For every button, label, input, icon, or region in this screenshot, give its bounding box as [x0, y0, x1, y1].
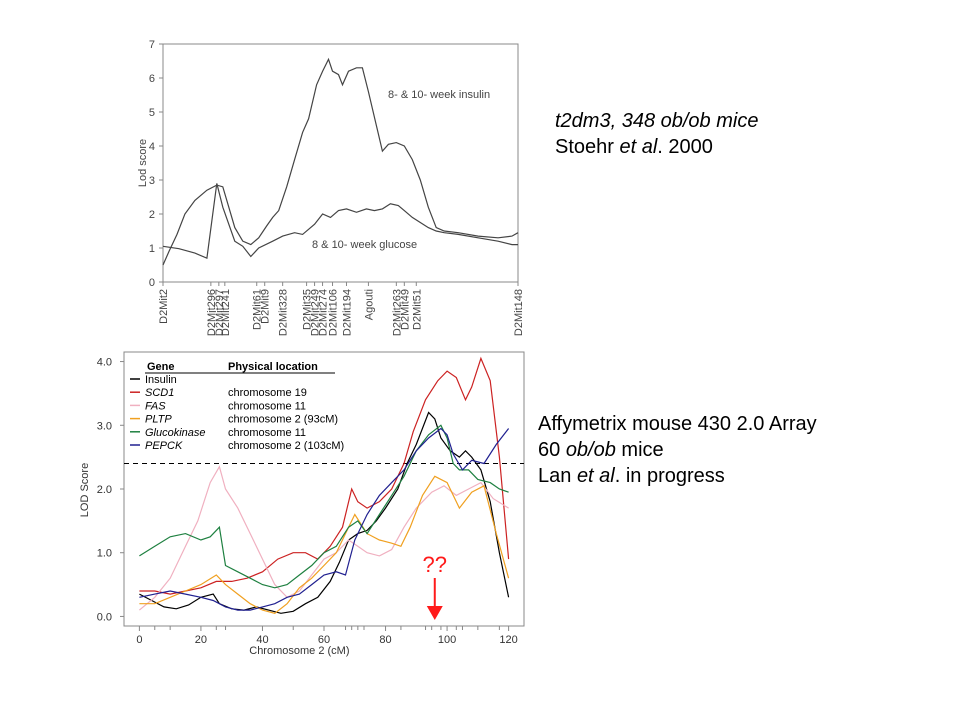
- bottom-xtick-label-80: 80: [379, 634, 391, 646]
- bottom-xtick-label-60: 60: [318, 634, 330, 646]
- top-xtick-label-D2Mit194: D2Mit194: [342, 289, 354, 336]
- legend-location-glucokinase: chromosome 11: [228, 427, 306, 439]
- bottom-plot-frame: [123, 351, 525, 627]
- bottom-series-fas-line: [139, 465, 509, 611]
- annotation-question-marks: ??: [423, 552, 447, 577]
- top-xtick-label-D2Mit296: D2Mit296: [206, 289, 218, 336]
- bottom-xtick-label-120: 120: [499, 634, 517, 646]
- legend-gene-scd1: SCD1: [145, 387, 174, 399]
- bottom-ytick-label-2.0: 2.0: [97, 484, 112, 496]
- legend-gene-insulin: Insulin: [145, 374, 177, 386]
- bottom-series-pltp-line: [139, 475, 510, 614]
- bottom-series-pepck-line: [139, 427, 510, 611]
- top-ytick-label-4: 4: [149, 141, 155, 153]
- legend-gene-pltp: PLTP: [145, 414, 172, 426]
- legend-gene-header: Gene: [147, 361, 175, 373]
- legend-gene-fas: FAS: [145, 400, 166, 412]
- top-ytick-label-2: 2: [149, 209, 155, 221]
- legend-location-scd1: chromosome 19: [228, 387, 307, 399]
- top-plot-frame: [162, 43, 519, 283]
- top-xtick-label-D2Mit61: D2Mit61: [252, 289, 264, 330]
- legend-gene-glucokinase: Glucokinase: [145, 427, 206, 439]
- top-xtick-label-D2Mit106: D2Mit106: [328, 289, 340, 336]
- bottom-series-glucokinase-line: [139, 424, 509, 589]
- bottom-ytick-label-4.0: 4.0: [97, 357, 112, 369]
- caption-top-line2: Stoehr et al. 2000: [555, 136, 713, 158]
- top-xtick-label-D2Mit241: D2Mit241: [220, 289, 232, 336]
- top-series-insulin-line: [162, 57, 519, 266]
- bottom-series-scd1-line: [139, 356, 510, 595]
- legend-location-header: Physical location: [228, 361, 318, 373]
- top-ytick-label-6: 6: [149, 73, 155, 85]
- bottom-xtick-label-0: 0: [136, 634, 142, 646]
- bottom-xtick-label-100: 100: [438, 634, 456, 646]
- caption-bottom-line1: Affymetrix mouse 430 2.0 Array: [538, 413, 817, 435]
- bottom-ytick-label-1.0: 1.0: [97, 548, 112, 560]
- top-xtick-label-D2Mit274: D2Mit274: [318, 289, 330, 336]
- top-xtick-label-D2Mit35: D2Mit35: [302, 289, 314, 330]
- legend-location-pepck: chromosome 2 (103cM): [228, 440, 344, 452]
- top-series-label-insulin: 8- & 10- week insulin: [388, 89, 490, 101]
- caption-top: t2dm3, 348 ob/ob mice Stoehr et al. 2000: [555, 108, 758, 160]
- legend-gene-pepck: PEPCK: [145, 440, 183, 452]
- caption-bottom-line2: 60 ob/ob mice: [538, 439, 664, 461]
- top-ytick-label-3: 3: [149, 175, 155, 187]
- top-xtick-label-D2Mit297: D2Mit297: [214, 289, 226, 336]
- top-xtick-label-D2Mit51: D2Mit51: [411, 289, 423, 330]
- top-ytick-label-1: 1: [149, 243, 155, 255]
- top-xtick-label-D2Mit9: D2Mit9: [260, 289, 272, 324]
- bottom-ytick-label-0.0: 0.0: [97, 611, 112, 623]
- top-xtick-label-D2Mit2: D2Mit2: [158, 289, 170, 324]
- bottom-ylabel: LOD Score: [79, 463, 91, 517]
- top-series-label-glucose: 8 & 10- week glucose: [312, 239, 417, 251]
- caption-bottom-line3: Lan et al. in progress: [538, 465, 725, 487]
- legend-location-pltp: chromosome 2 (93cM): [228, 414, 338, 426]
- caption-bottom: Affymetrix mouse 430 2.0 Array 60 ob/ob …: [538, 411, 817, 489]
- bottom-xtick-label-40: 40: [256, 634, 268, 646]
- top-ytick-label-5: 5: [149, 107, 155, 119]
- bottom-xlabel: Chromosome 2 (cM): [249, 645, 349, 657]
- top-xtick-label-Agouti: Agouti: [363, 289, 375, 320]
- top-xtick-label-D2Mit49: D2Mit49: [399, 289, 411, 330]
- bottom-xtick-label-20: 20: [195, 634, 207, 646]
- top-ylabel: Lod score: [137, 139, 149, 187]
- top-xtick-label-D2Mit249: D2Mit249: [310, 289, 322, 336]
- bottom-ytick-label-3.0: 3.0: [97, 420, 112, 432]
- top-xtick-label-D2Mit328: D2Mit328: [278, 289, 290, 336]
- top-ytick-label-0: 0: [149, 277, 155, 289]
- legend-location-fas: chromosome 11: [228, 400, 306, 412]
- top-xtick-label-D2Mit263: D2Mit263: [391, 289, 403, 336]
- caption-top-line1: t2dm3, 348 ob/ob mice: [555, 110, 759, 132]
- top-xtick-label-D2Mit148: D2Mit148: [513, 289, 525, 336]
- top-series-glucose-line: [162, 183, 518, 260]
- annotation-arrow-head: [426, 606, 443, 620]
- top-ytick-label-7: 7: [149, 39, 155, 51]
